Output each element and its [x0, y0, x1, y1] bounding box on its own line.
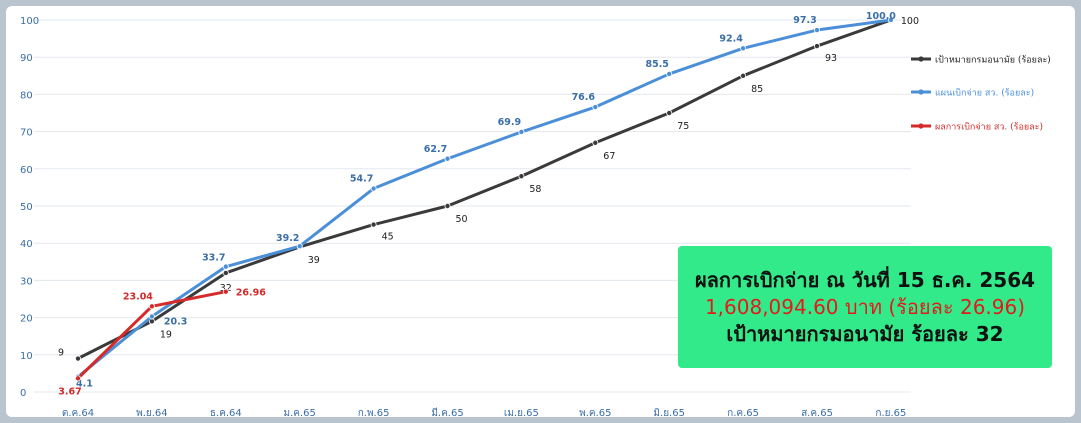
legend-label: แผนเบิกจ่าย สว. (ร้อยละ) [935, 88, 1034, 99]
data-label: 26.96 [236, 288, 266, 299]
data-label: 39 [308, 255, 320, 266]
data-label: 85.5 [645, 59, 668, 70]
legend-label: ผลการเบิกจ่าย สว. (ร้อยละ) [935, 122, 1043, 133]
data-label: 39.2 [276, 233, 299, 244]
y-tick-label: 10 [20, 351, 33, 362]
x-tick-label: ม.ค.65 [284, 408, 316, 417]
legend-marker [918, 56, 924, 62]
data-point-s1-6 [444, 202, 451, 209]
data-label: 97.3 [793, 15, 816, 26]
data-point-s2-11 [814, 27, 821, 34]
series-line-1 [76, 18, 893, 361]
x-tick-label: เม.ย.65 [504, 408, 539, 417]
data-label: 45 [382, 232, 394, 243]
data-label: 3.67 [58, 386, 81, 397]
data-point-s1-8 [592, 139, 599, 146]
y-tick-label: 80 [20, 90, 33, 101]
info-box-line-2: 1,608,094.60 บาท (ร้อยละ 26.96) [704, 294, 1026, 319]
data-point-s2-8 [592, 104, 599, 111]
y-tick-label: 20 [20, 314, 33, 325]
data-label: 69.9 [498, 117, 521, 128]
y-tick-label: 0 [20, 388, 26, 399]
x-tick-label: พ.ย.64 [136, 408, 168, 417]
data-label: 50 [456, 214, 468, 225]
data-label: 58 [529, 184, 541, 195]
data-label: 32 [220, 283, 232, 294]
data-point-s2-6 [444, 155, 451, 162]
data-point-s1-10 [740, 72, 747, 79]
data-label: 93 [825, 53, 837, 64]
data-label: 85 [751, 84, 763, 95]
data-label: 100 [901, 16, 919, 27]
x-tick-label: ต.ค.64 [62, 408, 94, 417]
data-label: 76.6 [572, 92, 596, 103]
x-tick-label: ก.ย.65 [875, 408, 906, 417]
data-label: 100.0 [866, 11, 896, 22]
data-point-s3-3 [222, 288, 229, 295]
data-point-s2-3 [222, 263, 229, 270]
series-line-2 [76, 18, 893, 379]
data-label: 62.7 [424, 144, 447, 155]
info-box: ผลการเบิกจ่าย ณ วันที่ 15 ธ.ค. 2564 1,60… [678, 246, 1052, 368]
data-label: 4.1 [76, 379, 93, 390]
data-label: 9 [58, 348, 64, 359]
line-chart: 0 10 20 30 40 50 60 70 80 90 100 ต.ค.64 พ.ย.64 ธ.ค.64… [20, 11, 1051, 417]
data-point-s2-4 [296, 243, 303, 250]
data-point-s1-7 [518, 173, 525, 180]
y-tick-label: 40 [20, 239, 33, 250]
data-label: 23.04 [123, 291, 153, 302]
data-point-s2-10 [740, 45, 747, 52]
x-tick-label: ก.พ.65 [358, 408, 390, 417]
data-point-s3-1 [75, 375, 82, 382]
data-label: 92.4 [719, 33, 743, 44]
data-label: 19 [160, 329, 172, 340]
data-point-s2-7 [518, 128, 525, 135]
legend-marker [918, 89, 924, 95]
x-tick-label: มี.ค.65 [431, 407, 463, 417]
data-label: 75 [677, 121, 689, 132]
data-label: 54.7 [350, 174, 373, 185]
info-box-line-3: เป้าหมายกรมอนามัย ร้อยละ 32 [726, 321, 1004, 346]
y-tick-label: 60 [20, 165, 33, 176]
data-point-s2-2 [148, 313, 155, 320]
data-point-s1-5 [370, 221, 377, 228]
data-label: 67 [603, 151, 615, 162]
x-tick-label: มิ.ย.65 [653, 408, 685, 417]
y-tick-label: 70 [20, 128, 33, 139]
data-point-s2-12 [887, 16, 894, 23]
data-point-s1-1 [75, 355, 82, 362]
x-tick-label: ธ.ค.64 [210, 408, 242, 417]
legend-marker [918, 123, 924, 129]
x-tick-label: ส.ค.65 [801, 408, 833, 417]
chart-frame: 0 10 20 30 40 50 60 70 80 90 100 ต.ค.64 พ.ย.64 ธ.ค.64… [6, 6, 1075, 417]
data-point-s3-2 [148, 303, 155, 310]
data-label: 20.3 [164, 316, 187, 327]
y-tick-label: 100 [20, 16, 39, 27]
data-label: 33.7 [202, 253, 225, 264]
legend-label: เป้าหมายกรมอนามัย (ร้อยละ) [935, 55, 1051, 66]
y-tick-label: 50 [20, 202, 33, 213]
y-tick-label: 90 [20, 53, 33, 64]
x-tick-label: พ.ค.65 [579, 408, 611, 417]
info-box-line-1: ผลการเบิกจ่าย ณ วันที่ 15 ธ.ค. 2564 [694, 267, 1036, 292]
x-tick-label: ก.ค.65 [727, 408, 759, 417]
data-point-s1-9 [666, 110, 673, 117]
data-point-s1-3 [222, 269, 229, 276]
data-point-s1-11 [814, 43, 821, 50]
data-point-s2-5 [370, 185, 377, 192]
y-tick-label: 30 [20, 276, 33, 287]
data-point-s2-9 [666, 70, 673, 77]
